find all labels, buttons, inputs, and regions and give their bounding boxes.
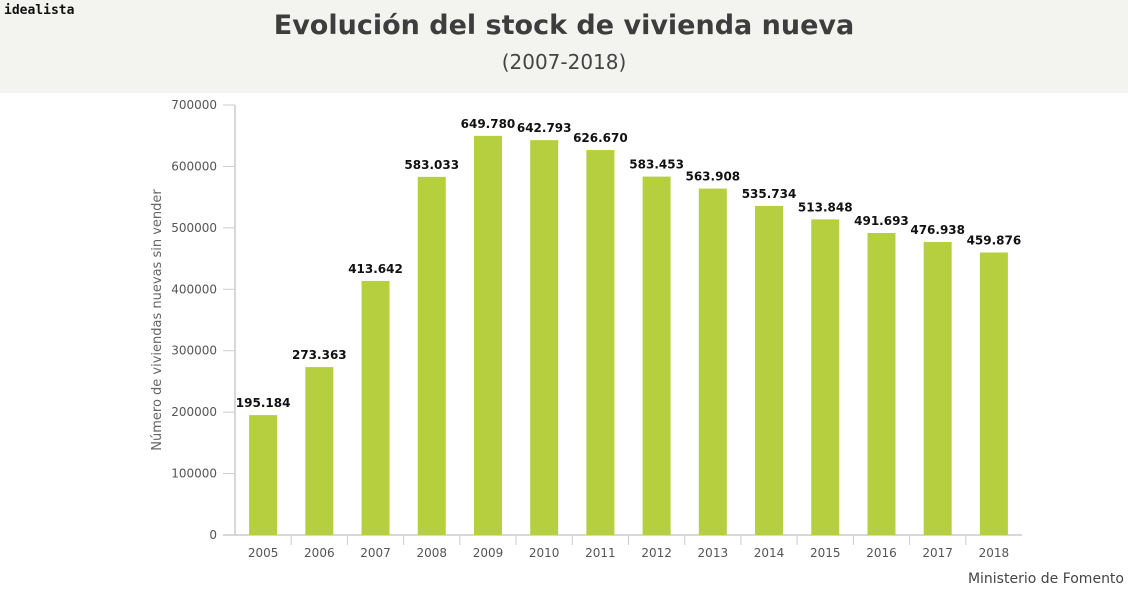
data-label: 626.670 — [573, 131, 628, 145]
bar-2006 — [305, 367, 334, 535]
data-label: 583.033 — [404, 158, 459, 172]
x-tick-label: 2013 — [698, 546, 729, 560]
data-label: 413.642 — [348, 262, 403, 276]
x-tick-label: 2008 — [416, 546, 447, 560]
bar-2016 — [867, 232, 896, 535]
x-tick-label: 2017 — [922, 546, 953, 560]
x-tick-label: 2018 — [979, 546, 1010, 560]
y-tick-label: 300000 — [171, 344, 217, 358]
bar-2013 — [698, 188, 727, 535]
bar-2018 — [979, 252, 1008, 535]
bar-2012 — [642, 176, 671, 536]
bar-2015 — [811, 219, 840, 535]
data-label: 642.793 — [517, 121, 572, 135]
data-label: 583.453 — [629, 158, 684, 172]
chart-title: Evolución del stock de vivienda nueva — [273, 10, 855, 41]
y-tick-label: 500000 — [171, 221, 217, 235]
bar-2014 — [755, 205, 784, 535]
y-tick-label: 0 — [209, 528, 217, 542]
header-band — [0, 0, 1128, 93]
bar-2010 — [530, 140, 559, 535]
y-tick-label: 100000 — [171, 467, 217, 481]
data-label: 649.780 — [461, 117, 516, 131]
source-label: Ministerio de Fomento — [967, 571, 1124, 587]
data-label: 563.908 — [685, 170, 740, 184]
x-tick-label: 2010 — [529, 546, 560, 560]
x-tick-label: 2014 — [754, 546, 785, 560]
bar-2011 — [586, 150, 615, 535]
y-axis-label: Número de viviendas nuevas sin vender — [150, 189, 165, 451]
brand-logo: idealista — [4, 3, 75, 18]
data-label: 195.184 — [236, 396, 291, 410]
x-tick-label: 2006 — [304, 546, 335, 560]
x-tick-label: 2016 — [866, 546, 897, 560]
x-tick-label: 2005 — [248, 546, 279, 560]
chart-subtitle: (2007-2018) — [501, 50, 627, 74]
data-label: 491.693 — [854, 214, 909, 228]
y-tick-label: 600000 — [171, 159, 217, 173]
x-tick-label: 2009 — [473, 546, 504, 560]
data-label: 273.363 — [292, 348, 347, 362]
bar-2007 — [361, 280, 390, 535]
x-tick-label: 2011 — [585, 546, 616, 560]
data-label: 476.938 — [910, 223, 965, 237]
bar-2017 — [923, 242, 952, 535]
data-label: 513.848 — [798, 200, 853, 214]
y-tick-label: 200000 — [171, 405, 217, 419]
y-tick-label: 400000 — [171, 282, 217, 296]
bar-2008 — [417, 176, 446, 536]
x-tick-label: 2007 — [360, 546, 391, 560]
x-tick-label: 2015 — [810, 546, 841, 560]
data-label: 459.876 — [967, 234, 1022, 248]
bar-2009 — [473, 135, 502, 535]
data-label: 535.734 — [742, 187, 797, 201]
x-tick-label: 2012 — [641, 546, 672, 560]
y-tick-label: 700000 — [171, 98, 217, 112]
bar-2005 — [249, 415, 278, 535]
